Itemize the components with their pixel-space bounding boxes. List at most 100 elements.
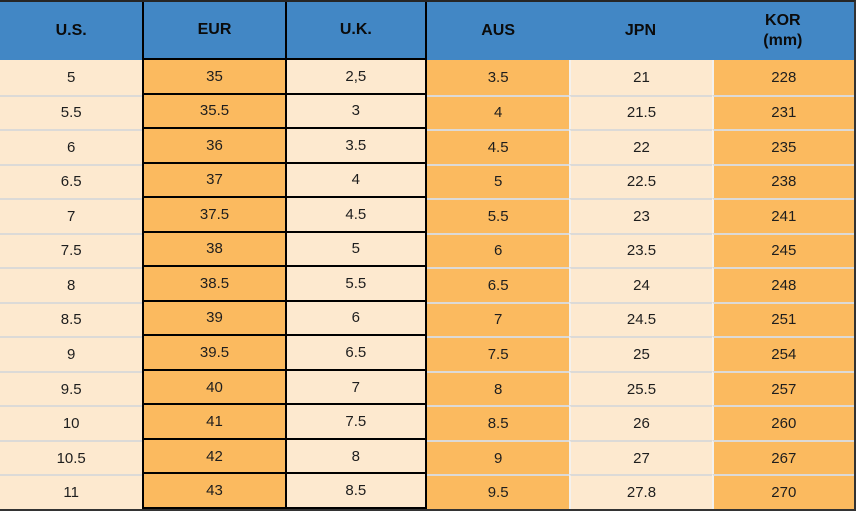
- cell-kor: 254: [711, 336, 854, 371]
- cell-uk: 8.5: [284, 474, 427, 509]
- cell-us: 11: [0, 474, 143, 509]
- table-row: 9.5 40 7 8 25.5 257: [0, 370, 854, 406]
- cell-jpn: 24: [569, 267, 712, 302]
- cell-kor: 251: [711, 301, 854, 337]
- cell-uk: 7: [284, 370, 427, 406]
- cell-uk: 5: [284, 232, 427, 268]
- cell-aus: 3.5: [426, 60, 570, 95]
- cell-eur: 43: [142, 474, 285, 509]
- cell-kor: 235: [711, 129, 854, 164]
- column-header-kor-unit: (mm): [763, 32, 803, 49]
- cell-eur: 36: [142, 129, 285, 164]
- cell-uk: 4.5: [284, 198, 427, 233]
- header-row: U.S. EUR U.K. AUS JPN KOR (mm): [0, 2, 854, 60]
- cell-jpn: 21: [569, 60, 712, 95]
- cell-uk: 6: [284, 301, 427, 337]
- cell-aus: 6: [426, 232, 570, 268]
- cell-us: 9.5: [0, 370, 143, 406]
- cell-us: 5.5: [0, 94, 143, 130]
- cell-kor: 231: [711, 94, 854, 130]
- column-header-kor: KOR (mm): [711, 2, 854, 60]
- cell-jpn: 22.5: [569, 163, 712, 199]
- cell-jpn: 26: [569, 405, 712, 440]
- cell-us: 6.5: [0, 163, 143, 199]
- cell-eur: 35.5: [142, 94, 285, 130]
- cell-aus: 6.5: [426, 267, 570, 302]
- cell-aus: 9: [426, 439, 570, 475]
- table-row: 11 43 8.5 9.5 27.8 270: [0, 474, 854, 509]
- cell-uk: 7.5: [284, 405, 427, 440]
- cell-kor: 245: [711, 232, 854, 268]
- cell-us: 10: [0, 405, 143, 440]
- cell-aus: 8.5: [426, 405, 570, 440]
- cell-uk: 6.5: [284, 336, 427, 371]
- cell-eur: 35: [142, 60, 285, 95]
- cell-jpn: 23.5: [569, 232, 712, 268]
- cell-uk: 4: [284, 163, 427, 199]
- table-row: 5.5 35.5 3 4 21.5 231: [0, 94, 854, 130]
- column-header-kor-label: KOR: [765, 12, 801, 29]
- cell-jpn: 24.5: [569, 301, 712, 337]
- table-row: 5 35 2,5 3.5 21 228: [0, 60, 854, 95]
- table-row: 7.5 38 5 6 23.5 245: [0, 232, 854, 268]
- cell-aus: 7.5: [426, 336, 570, 371]
- cell-uk: 2,5: [284, 60, 427, 95]
- column-header-uk: U.K.: [284, 2, 427, 60]
- cell-eur: 38.5: [142, 267, 285, 302]
- cell-eur: 38: [142, 232, 285, 268]
- cell-aus: 4.5: [426, 129, 570, 164]
- table-row: 10 41 7.5 8.5 26 260: [0, 405, 854, 440]
- cell-aus: 7: [426, 301, 570, 337]
- column-header-aus: AUS: [426, 2, 570, 60]
- cell-jpn: 23: [569, 198, 712, 233]
- cell-aus: 5.5: [426, 198, 570, 233]
- cell-jpn: 25: [569, 336, 712, 371]
- column-header-eur: EUR: [142, 2, 285, 60]
- table-row: 9 39.5 6.5 7.5 25 254: [0, 336, 854, 371]
- cell-aus: 8: [426, 370, 570, 406]
- table-row: 10.5 42 8 9 27 267: [0, 439, 854, 475]
- cell-jpn: 25.5: [569, 370, 712, 406]
- cell-us: 8.5: [0, 301, 143, 337]
- cell-kor: 260: [711, 405, 854, 440]
- cell-us: 10.5: [0, 439, 143, 475]
- cell-eur: 40: [142, 370, 285, 406]
- cell-us: 9: [0, 336, 143, 371]
- table-row: 7 37.5 4.5 5.5 23 241: [0, 198, 854, 233]
- cell-us: 7: [0, 198, 143, 233]
- cell-kor: 228: [711, 60, 854, 95]
- cell-kor: 241: [711, 198, 854, 233]
- cell-uk: 3: [284, 94, 427, 130]
- cell-eur: 37: [142, 163, 285, 199]
- cell-kor: 270: [711, 474, 854, 509]
- cell-kor: 248: [711, 267, 854, 302]
- column-header-jpn: JPN: [569, 2, 712, 60]
- cell-us: 6: [0, 129, 143, 164]
- cell-jpn: 22: [569, 129, 712, 164]
- cell-kor: 267: [711, 439, 854, 475]
- cell-aus: 5: [426, 163, 570, 199]
- cell-us: 5: [0, 60, 143, 95]
- cell-eur: 37.5: [142, 198, 285, 233]
- cell-eur: 42: [142, 439, 285, 475]
- cell-kor: 257: [711, 370, 854, 406]
- cell-eur: 39: [142, 301, 285, 337]
- column-header-us: U.S.: [0, 2, 143, 60]
- table-row: 6 36 3.5 4.5 22 235: [0, 129, 854, 164]
- table-row: 6.5 37 4 5 22.5 238: [0, 163, 854, 199]
- table-row: 8.5 39 6 7 24.5 251: [0, 301, 854, 337]
- cell-jpn: 27: [569, 439, 712, 475]
- cell-uk: 5.5: [284, 267, 427, 302]
- cell-aus: 4: [426, 94, 570, 130]
- cell-jpn: 21.5: [569, 94, 712, 130]
- cell-jpn: 27.8: [569, 474, 712, 509]
- cell-eur: 39.5: [142, 336, 285, 371]
- cell-us: 7.5: [0, 232, 143, 268]
- cell-kor: 238: [711, 163, 854, 199]
- cell-eur: 41: [142, 405, 285, 440]
- cell-aus: 9.5: [426, 474, 570, 509]
- cell-uk: 8: [284, 439, 427, 475]
- cell-uk: 3.5: [284, 129, 427, 164]
